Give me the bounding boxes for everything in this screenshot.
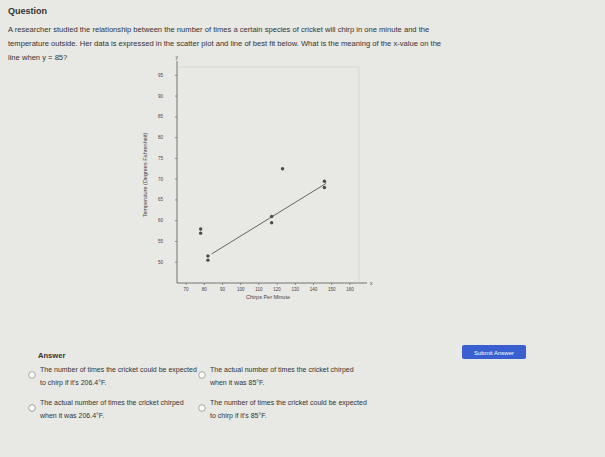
- x-tick-label: 70: [184, 287, 190, 292]
- page: Question A researcher studied the relatio…: [0, 0, 605, 457]
- axis-symbol: x: [370, 280, 373, 286]
- y-tick-label: 95: [158, 73, 164, 78]
- y-tick: [175, 179, 177, 180]
- header: Question: [8, 6, 47, 16]
- question-text: A researcher studied the relationship be…: [8, 25, 429, 34]
- y-axis: [177, 61, 178, 283]
- option-text: when it was 85°F.: [209, 379, 265, 386]
- range-edge: [177, 67, 359, 68]
- x-tick: [295, 283, 296, 285]
- y-tick: [175, 116, 177, 117]
- x-tick-label: 150: [328, 287, 336, 292]
- radio[interactable]: [29, 372, 36, 379]
- radio[interactable]: [29, 405, 36, 412]
- y-tick: [175, 158, 177, 159]
- option[interactable]: The number of times the cricket could be…: [29, 366, 197, 387]
- x-tick: [258, 283, 259, 285]
- fit-line: [212, 183, 327, 254]
- x-tick: [222, 283, 223, 285]
- x-tick: [240, 283, 241, 285]
- x-tick: [349, 283, 350, 285]
- x-tick-label: 100: [237, 287, 245, 292]
- axis-symbol: y: [176, 54, 179, 60]
- option[interactable]: The actual number of times the cricket c…: [199, 366, 354, 386]
- button-bg[interactable]: [462, 345, 526, 359]
- option-text: The actual number of times the cricket c…: [210, 366, 354, 374]
- option[interactable]: The number of times the cricket could be…: [199, 399, 367, 420]
- chart: x y 70 80 90 100 110 120 130 140 150 160 50 55 60 65 70 7…: [142, 54, 373, 300]
- x-tick: [313, 283, 314, 285]
- y-tick-label: 85: [158, 114, 164, 119]
- data-point: [199, 231, 202, 234]
- y-tick-label: 70: [158, 177, 164, 182]
- x-tick-label: 160: [346, 287, 354, 292]
- option-text: to chirp if it's 206.4°F.: [40, 379, 106, 387]
- y-tick-label: 55: [158, 239, 164, 244]
- option-text: The number of times the cricket could be…: [40, 366, 197, 374]
- y-tick-label: 50: [158, 260, 164, 265]
- x-tick-label: 80: [202, 287, 208, 292]
- y-tick: [175, 262, 177, 263]
- option[interactable]: The actual number of times the cricket c…: [29, 399, 184, 419]
- option-text: The number of times the cricket could be…: [210, 399, 367, 407]
- option-text: The actual number of times the cricket c…: [40, 399, 184, 407]
- x-tick-label: 120: [273, 287, 281, 292]
- question-text: line when y = 85?: [8, 53, 67, 62]
- radio[interactable]: [199, 405, 206, 412]
- y-tick: [175, 137, 177, 138]
- x-axis-label: Chirps Per Minute: [246, 294, 290, 300]
- y-axis-label: Temperature (Degrees Fahrenheit): [142, 132, 148, 217]
- y-tick-label: 75: [158, 156, 164, 161]
- x-tick-label: 140: [310, 287, 318, 292]
- data-point: [281, 167, 284, 170]
- data-point: [199, 227, 202, 230]
- y-tick: [175, 75, 177, 76]
- y-tick-label: 80: [158, 135, 164, 140]
- x-tick: [204, 283, 205, 285]
- submit-button[interactable]: Submit Answer: [462, 345, 526, 359]
- x-tick: [277, 283, 278, 285]
- option-text: to chirp if it's 85°F.: [210, 412, 267, 420]
- range-edge: [359, 67, 360, 283]
- question-text: temperature outside. Her data is express…: [8, 39, 441, 48]
- x-tick: [331, 283, 332, 285]
- data-point: [206, 254, 209, 257]
- x-tick-label: 90: [220, 287, 226, 292]
- y-tick: [175, 220, 177, 221]
- y-tick-label: 90: [158, 94, 164, 99]
- y-tick: [175, 199, 177, 200]
- button-text: Submit Answer: [474, 350, 514, 356]
- data-point: [323, 180, 326, 183]
- data-point: [206, 258, 209, 261]
- radio[interactable]: [199, 372, 206, 379]
- x-tick-label: 110: [255, 287, 263, 292]
- y-tick: [175, 96, 177, 97]
- answer-label: Answer: [38, 351, 65, 360]
- y-tick: [175, 241, 177, 242]
- data-point: [270, 221, 273, 224]
- y-tick-label: 60: [158, 218, 164, 223]
- x-tick-label: 130: [292, 287, 300, 292]
- y-tick-label: 65: [158, 197, 164, 202]
- data-point: [323, 186, 326, 189]
- x-tick: [186, 283, 187, 285]
- x-axis: [177, 283, 367, 284]
- background: [0, 0, 605, 457]
- marks: [199, 167, 326, 262]
- option-text: when it was 206.4°F.: [39, 412, 104, 419]
